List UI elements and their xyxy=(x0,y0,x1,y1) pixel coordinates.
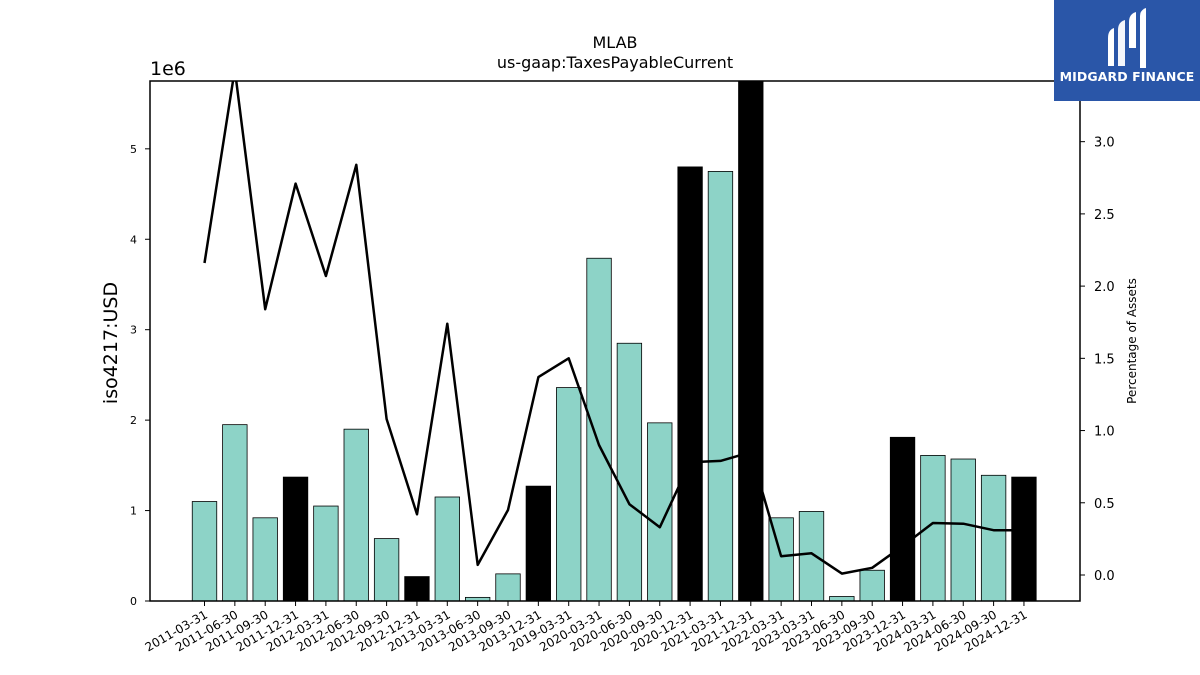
y2-tick-label: 1.5 xyxy=(1094,352,1115,367)
y2-tick-label: 2.5 xyxy=(1094,208,1115,223)
y2-axis-label: Percentage of Assets xyxy=(1125,278,1139,404)
y-axis-label: iso4217:USD xyxy=(100,282,122,404)
bar xyxy=(191,501,218,601)
bar xyxy=(313,505,339,601)
bar xyxy=(373,538,400,601)
y2-tick-label: 0.0 xyxy=(1094,569,1115,584)
y-offset-label: 1e6 xyxy=(150,58,186,80)
y2-tick-label: 2.0 xyxy=(1094,280,1115,295)
bar xyxy=(798,511,825,601)
y-tick-label: 1 xyxy=(130,505,137,518)
bar xyxy=(950,458,976,601)
y-tick-label: 5 xyxy=(130,143,137,156)
bar xyxy=(586,257,612,601)
bar xyxy=(1011,476,1037,601)
midgard-logo-icon xyxy=(1108,8,1146,68)
bar xyxy=(252,517,278,601)
y-tick-label: 2 xyxy=(130,414,137,427)
series-line xyxy=(203,81,1024,575)
bar xyxy=(707,171,734,601)
bar xyxy=(343,428,369,601)
bar xyxy=(980,474,1007,601)
bar xyxy=(495,573,521,601)
bar xyxy=(282,476,309,601)
bar xyxy=(404,576,430,601)
y-tick-label: 3 xyxy=(130,324,137,337)
bar xyxy=(616,342,643,601)
plot-frame xyxy=(149,80,1081,602)
y-tick-label: 4 xyxy=(130,233,137,246)
bar xyxy=(677,166,703,601)
bar xyxy=(434,496,460,601)
chart-title: MLAB xyxy=(592,33,637,52)
bar xyxy=(525,485,551,601)
y2-tick-label: 1.0 xyxy=(1094,425,1115,440)
brand-name: MIDGARD FINANCE xyxy=(1059,69,1195,84)
bar xyxy=(859,569,885,601)
bar xyxy=(556,387,582,601)
brand-logo: MIDGARD FINANCE xyxy=(1054,0,1200,101)
y2-tick-label: 3.0 xyxy=(1094,136,1115,151)
bar xyxy=(222,424,248,601)
y-tick-label: 0 xyxy=(130,595,137,608)
bar xyxy=(889,436,916,601)
chart-subtitle: us-gaap:TaxesPayableCurrent xyxy=(497,53,733,72)
bar xyxy=(464,596,491,601)
y2-tick-label: 0.5 xyxy=(1094,497,1115,512)
bar xyxy=(738,81,764,601)
bar xyxy=(829,596,855,601)
